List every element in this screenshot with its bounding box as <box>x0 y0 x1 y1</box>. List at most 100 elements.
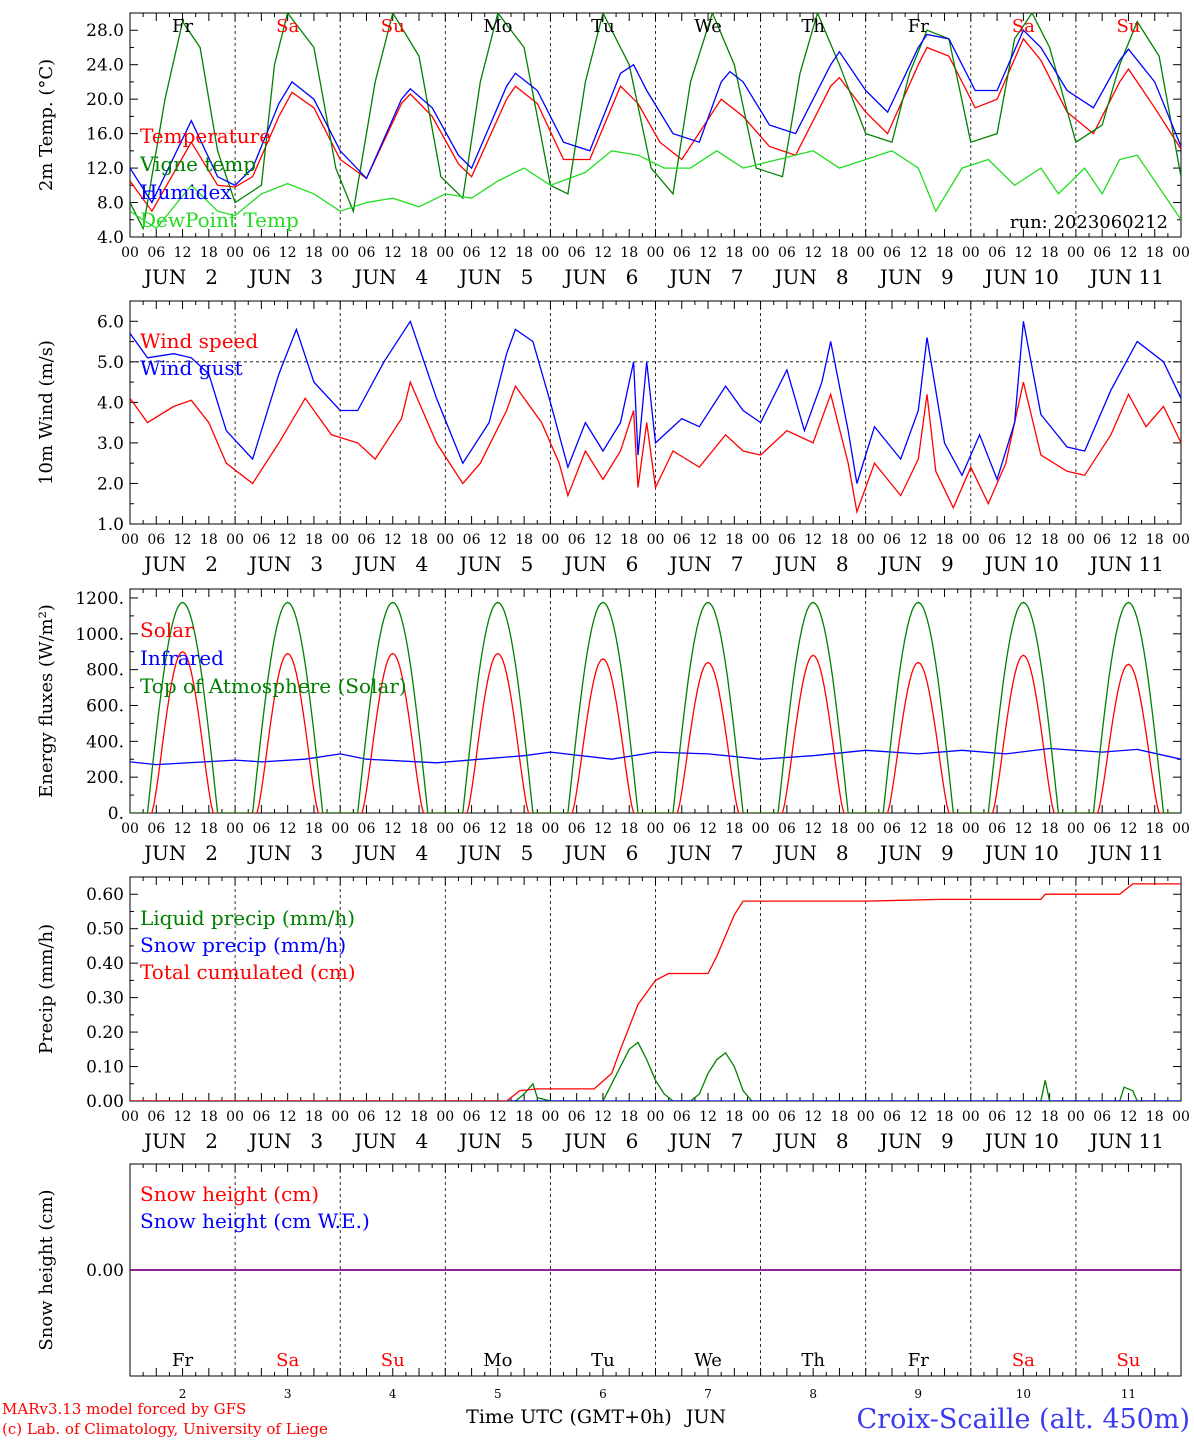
y-tick-label: 0.30 <box>86 989 124 1009</box>
x-month-label: JUN <box>562 1129 606 1153</box>
series-group <box>130 883 1181 1101</box>
x-hour-label: 12 <box>489 532 507 548</box>
x-hour-label: 18 <box>1041 532 1059 548</box>
legend-entry: Vigne temp <box>139 152 256 176</box>
x-hour-label: 00 <box>647 821 665 837</box>
x-hour-label: 00 <box>752 245 770 261</box>
x-date-label: 5 <box>521 265 534 289</box>
day-name-label: Fr <box>172 1350 193 1371</box>
x-date-label: 9 <box>941 265 954 289</box>
x-hour-label: 12 <box>699 1109 717 1125</box>
bottom-date-label: 4 <box>389 1387 397 1401</box>
model-credit: MARv3.13 model forced by GFS <box>2 1400 246 1418</box>
x-hour-label: 12 <box>909 245 927 261</box>
x-hour-label: 18 <box>1041 245 1059 261</box>
x-hour-label: 18 <box>1041 821 1059 837</box>
x-hour-label: 12 <box>1014 532 1032 548</box>
x-hour-label: 06 <box>358 245 376 261</box>
x-hour-label: 00 <box>436 1109 454 1125</box>
x-hour-label: 18 <box>515 821 533 837</box>
x-month-label: JUN <box>142 265 186 289</box>
day-name-label: Sa <box>276 16 299 37</box>
x-date-label: 10 <box>1033 1129 1058 1153</box>
x-hour-label: 00 <box>121 532 139 548</box>
x-hour-label: 06 <box>883 532 901 548</box>
series-line-infrared <box>130 747 1181 766</box>
x-hour-label: 06 <box>883 245 901 261</box>
x-hour-label: 06 <box>988 821 1006 837</box>
y-tick-label: 1200. <box>75 589 124 609</box>
x-hour-label: 06 <box>778 821 796 837</box>
x-hour-label: 00 <box>1172 532 1190 548</box>
x-month-label: JUN <box>247 841 291 865</box>
x-hour-label: 00 <box>1172 821 1190 837</box>
x-hour-label: 18 <box>936 245 954 261</box>
x-hour-label: 00 <box>541 245 559 261</box>
x-date-label: 6 <box>626 841 639 865</box>
x-hour-label: 00 <box>436 245 454 261</box>
x-hour-label: 00 <box>752 532 770 548</box>
x-month-label: JUN <box>457 841 501 865</box>
x-month-label: JUN <box>142 1129 186 1153</box>
x-hour-label: 00 <box>962 245 980 261</box>
run-label: run: 2023060212 <box>1010 212 1168 233</box>
x-month-label: JUN <box>773 265 817 289</box>
day-name-label: Fr <box>908 1350 929 1371</box>
series-line-total-cumulated-cm- <box>130 883 1181 1101</box>
x-month-label: JUN <box>983 552 1027 576</box>
x-month-label: JUN <box>773 552 817 576</box>
x-hour-label: 00 <box>331 532 349 548</box>
x-hour-label: 12 <box>279 245 297 261</box>
x-month-label: JUN <box>983 841 1027 865</box>
x-month-label: JUN <box>773 1129 817 1153</box>
bottom-date-label: 9 <box>914 1387 922 1401</box>
x-date-label: 4 <box>415 1129 428 1153</box>
x-date-label: 4 <box>415 841 428 865</box>
x-hour-label: 00 <box>226 532 244 548</box>
y-axis-label: Snow height (cm) <box>36 1189 57 1350</box>
x-date-label: 3 <box>310 552 323 576</box>
x-hour-label: 12 <box>174 245 192 261</box>
x-date-label: 10 <box>1033 841 1058 865</box>
x-hour-label: 12 <box>1014 245 1032 261</box>
x-hour-label: 06 <box>568 245 586 261</box>
day-name-label: Mo <box>483 16 512 37</box>
x-month-label: JUN <box>878 841 922 865</box>
x-month-label: JUN <box>668 552 712 576</box>
x-date-label: 5 <box>521 841 534 865</box>
x-date-label: 6 <box>626 1129 639 1153</box>
day-name-label: Th <box>801 16 825 37</box>
x-hour-label: 00 <box>857 532 875 548</box>
plot-frame <box>129 588 1182 814</box>
x-hour-label: 18 <box>1041 1109 1059 1125</box>
x-date-label: 7 <box>731 841 744 865</box>
x-hour-label: 12 <box>384 821 402 837</box>
panel-snow: 0.00 Snow height (cm) Snow height (cm) Snow… <box>36 1163 1182 1377</box>
day-name-label: Mo <box>483 1350 512 1371</box>
bottom-date-label: 2 <box>179 1387 187 1401</box>
day-name-label: We <box>694 16 722 37</box>
panel-wind: 1.0 2.0 3.0 4.0 5.0 6.0 10m Wind (m/s) 00 06 12 18… <box>36 300 1190 576</box>
legend-entry: DewPoint Temp <box>140 208 299 232</box>
x-hour-label: 06 <box>147 532 165 548</box>
x-hour-label: 06 <box>1093 1109 1111 1125</box>
x-hour-label: 00 <box>331 245 349 261</box>
x-hour-label: 18 <box>515 245 533 261</box>
x-hour-label: 06 <box>988 532 1006 548</box>
legend-entry: Infrared <box>140 646 224 670</box>
legend-entry: Liquid precip (mm/h) <box>140 906 355 930</box>
y-tick-label: 3.0 <box>97 434 124 454</box>
x-hour-label: 12 <box>1120 1109 1138 1125</box>
x-axis-title: Time UTC (GMT+0h) <box>466 1406 672 1428</box>
x-hour-label: 18 <box>305 1109 323 1125</box>
x-hour-label: 12 <box>804 821 822 837</box>
y-tick-label: 0.60 <box>86 885 124 905</box>
x-hour-label: 00 <box>962 1109 980 1125</box>
x-date-label: 9 <box>941 841 954 865</box>
x-month-label: JUN <box>247 265 291 289</box>
x-date-label: 11 <box>1138 1129 1163 1153</box>
x-date-label: 9 <box>941 1129 954 1153</box>
x-hour-label: 06 <box>358 1109 376 1125</box>
x-date-label: 2 <box>205 841 218 865</box>
x-month-label: JUN <box>878 1129 922 1153</box>
